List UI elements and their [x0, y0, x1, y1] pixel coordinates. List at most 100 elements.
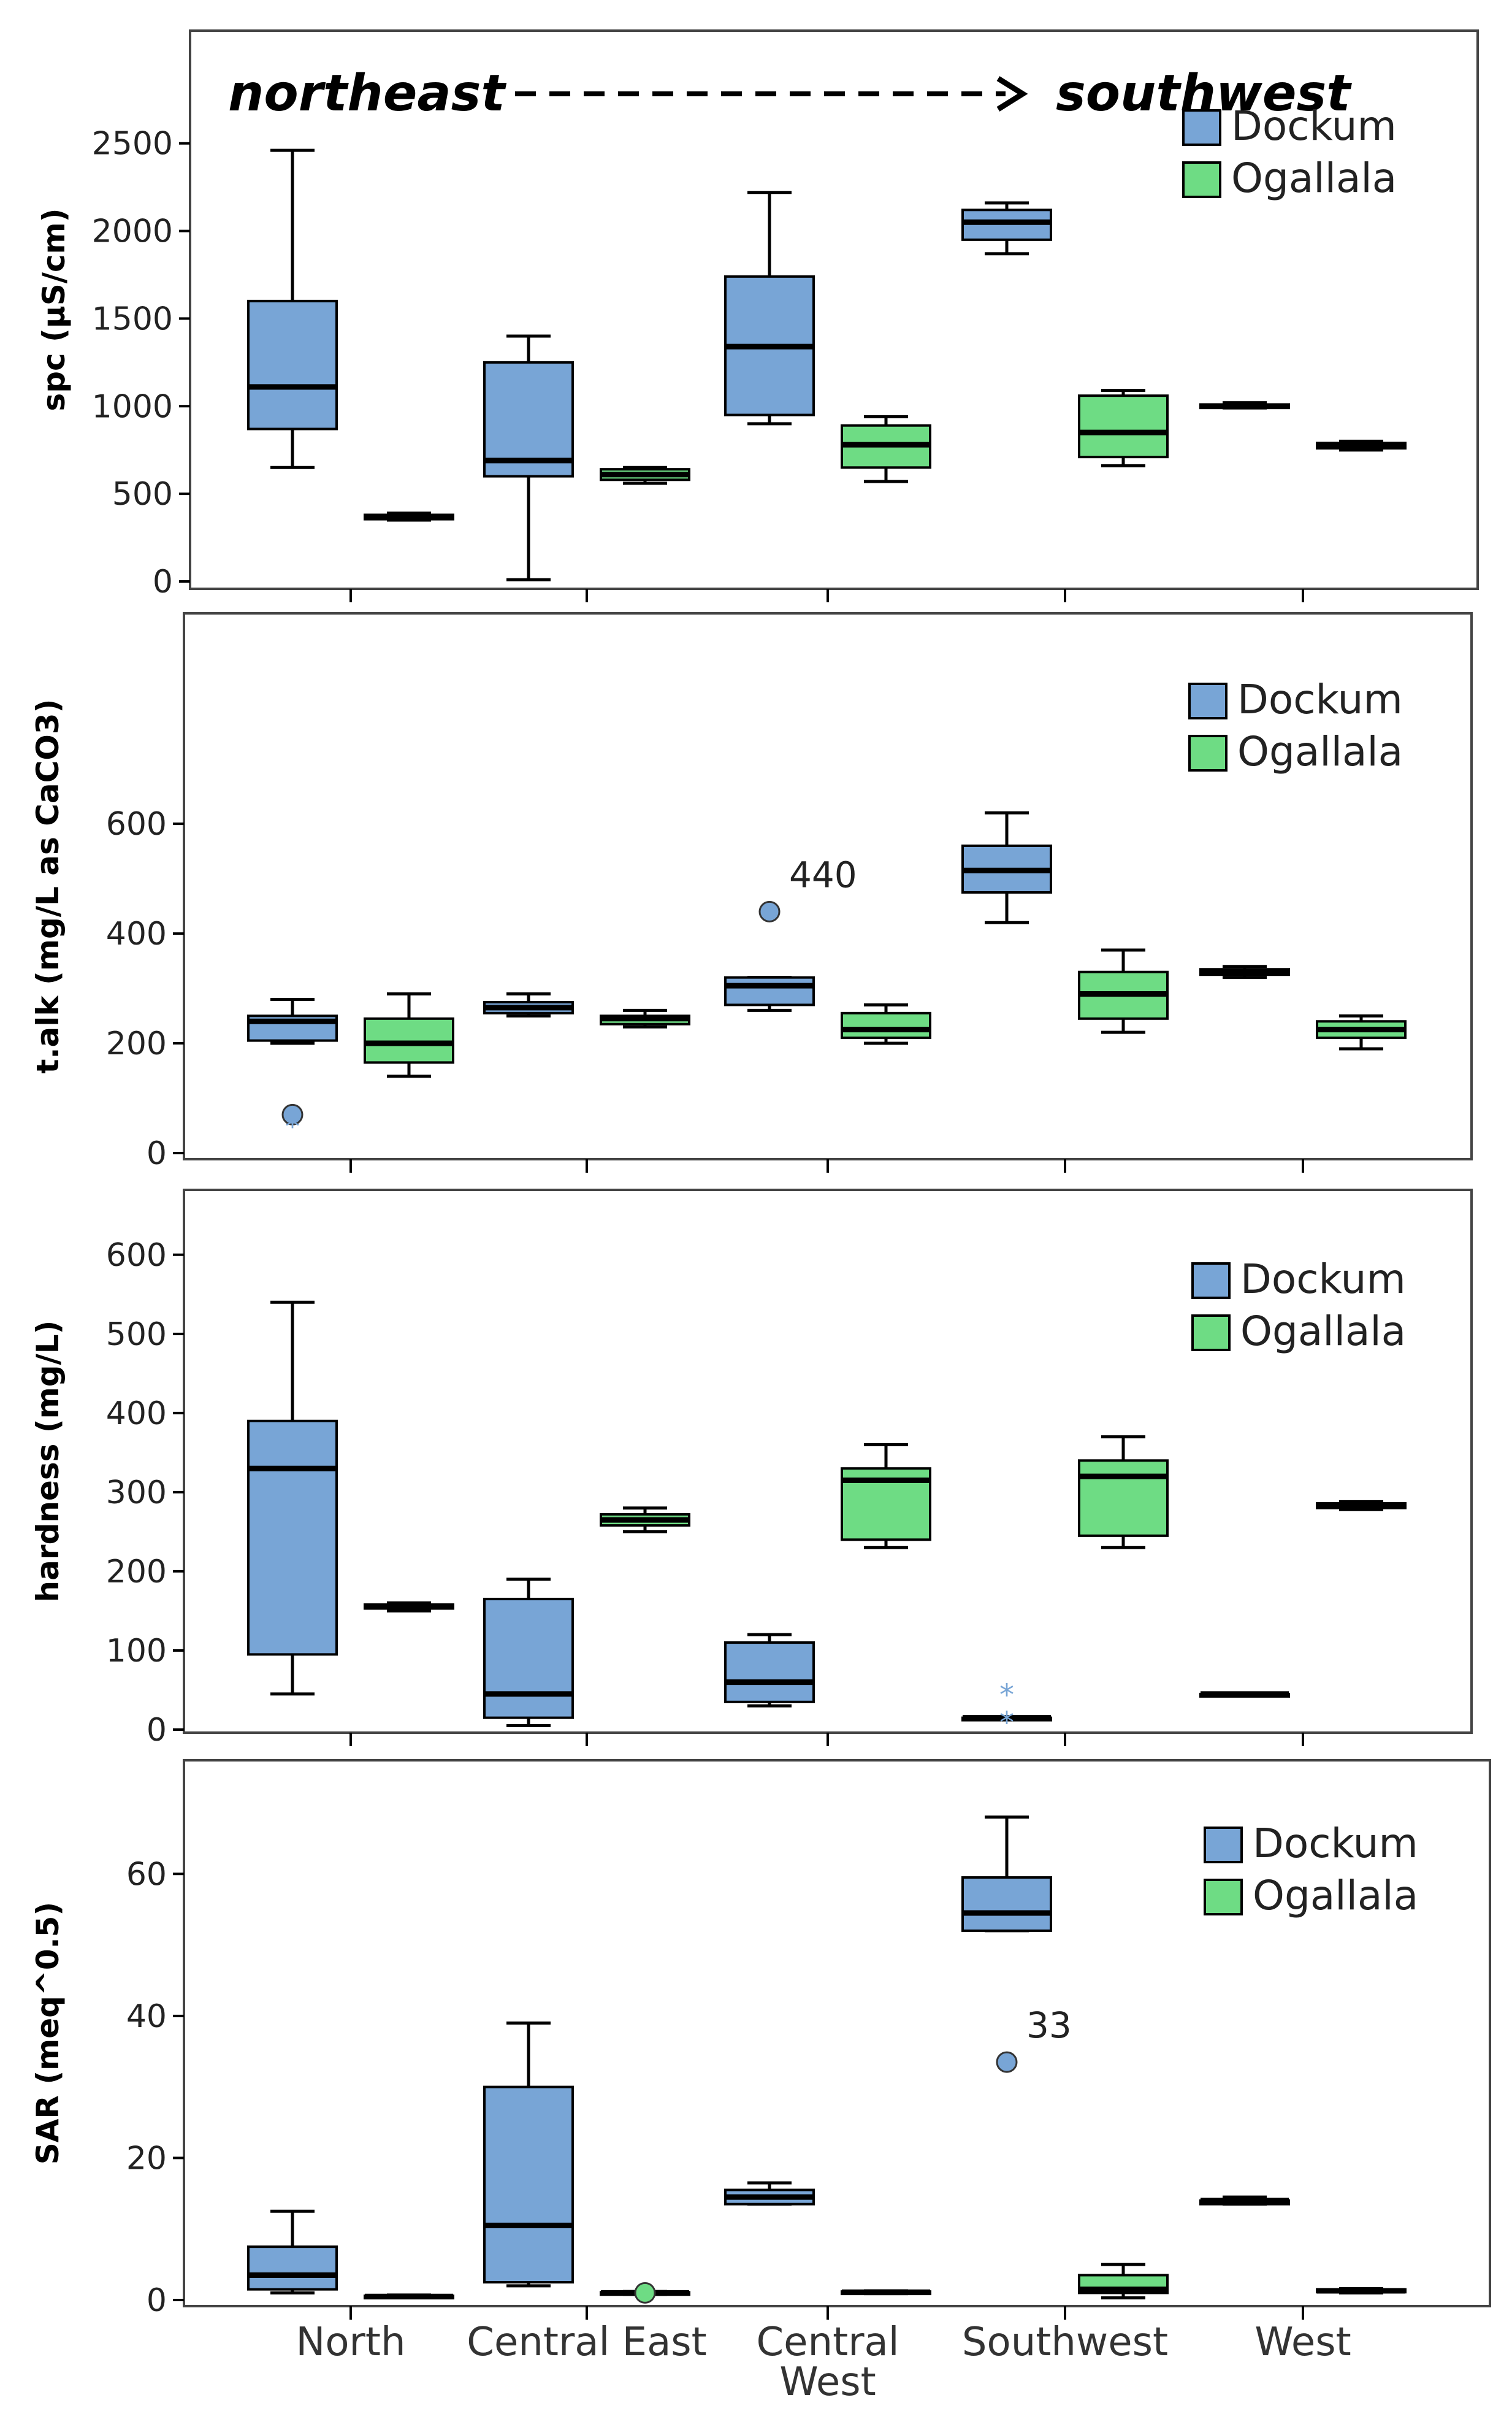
outlier-point — [996, 2051, 1018, 2073]
box-ogallala-north — [364, 992, 454, 1078]
y-tick-label: 20 — [126, 2140, 167, 2177]
iqr-box — [483, 361, 574, 478]
iqr-box — [483, 1598, 574, 1719]
box-ogallala-west — [1316, 439, 1407, 452]
legend-swatch-ogallala — [1204, 1879, 1243, 1915]
box-dockum-central-west — [724, 2181, 815, 2206]
legend-label-ogallala: Ogallala — [1253, 1872, 1418, 1919]
box-ogallala-southwest — [1078, 2263, 1169, 2300]
outlier-point — [634, 2282, 656, 2304]
outlier-star: * — [999, 1678, 1014, 1712]
legend-label-ogallala: Ogallala — [1240, 1308, 1406, 1355]
iqr-box — [247, 299, 338, 431]
y-tick-label: 40 — [126, 1998, 167, 2035]
box-dockum-central-west — [724, 1633, 815, 1708]
iqr-box — [724, 1641, 815, 1703]
y-tick-label: 500 — [112, 476, 173, 513]
legend-label-ogallala: Ogallala — [1237, 728, 1403, 775]
box-ogallala-west — [1316, 2287, 1407, 2294]
iqr-box — [841, 1011, 931, 1040]
box-ogallala-central-east — [600, 1008, 690, 1029]
box-dockum-southwest — [961, 811, 1052, 924]
legend-swatch-dockum — [1191, 1262, 1231, 1299]
box-ogallala-central-west — [841, 1003, 931, 1045]
box-ogallala-southwest — [1078, 389, 1169, 467]
box-dockum-central-east — [483, 1578, 574, 1728]
y-tick-label: 500 — [106, 1316, 167, 1353]
legend-swatch-dockum — [1188, 683, 1228, 719]
box-dockum-north — [247, 148, 338, 469]
iqr-box — [1078, 1459, 1169, 1537]
y-tick-label: 600 — [106, 1237, 167, 1274]
box-ogallala-central-west — [841, 1443, 931, 1549]
box-ogallala-north — [364, 1601, 454, 1612]
outlier-label: 33 — [1026, 2004, 1072, 2046]
iqr-box — [961, 1876, 1052, 1932]
x-category-label: Central — [756, 2320, 899, 2365]
box-dockum-west — [1199, 2195, 1290, 2206]
y-tick-label: 200 — [106, 1554, 167, 1590]
box-dockum-north — [247, 1300, 338, 1696]
legend-label-ogallala: Ogallala — [1231, 155, 1397, 202]
legend-label-dockum: Dockum — [1237, 676, 1403, 723]
y-tick-label: 100 — [106, 1633, 167, 1670]
y-tick-label: 600 — [106, 806, 167, 843]
x-category-label: Central East — [467, 2320, 706, 2365]
y-tick-label: 400 — [106, 916, 167, 953]
panel-4: 0 20 40 60 SAR (meq^0.5) 33 Dockum Ogallala — [30, 1759, 1491, 2320]
outlier-star: * — [285, 1110, 300, 1144]
x-category-label: Southwest — [962, 2320, 1168, 2365]
y-tick-label: 1000 — [92, 388, 173, 425]
x-category-label: West — [1254, 2320, 1351, 2365]
legend-swatch-ogallala — [1188, 735, 1228, 772]
box-ogallala-north — [364, 512, 454, 522]
y-tick-label: 60 — [126, 1856, 167, 1893]
direction-arrowhead — [996, 76, 1028, 112]
box-ogallala-central-east — [600, 466, 690, 485]
box-dockum-central-east — [483, 992, 574, 1018]
box-dockum-central-west — [724, 191, 815, 426]
box-dockum-southwest — [961, 1715, 1052, 1722]
legend-swatch-dockum — [1182, 109, 1221, 146]
box-ogallala-central-west — [841, 415, 931, 483]
box-dockum-central-east — [483, 334, 574, 581]
y-tick-label: 200 — [106, 1025, 167, 1062]
box-dockum-north — [247, 2209, 338, 2294]
outlier-point — [281, 1103, 304, 1125]
y-tick-label: 0 — [147, 1135, 167, 1172]
outlier-point — [758, 900, 781, 922]
plot-frame — [183, 1759, 1491, 2307]
y-tick-label: 2500 — [92, 126, 173, 163]
legend-label-dockum: Dockum — [1231, 102, 1397, 150]
box-dockum-central-east — [483, 2021, 574, 2288]
y-tick-label: 2000 — [92, 213, 173, 250]
iqr-box — [1078, 394, 1169, 459]
iqr-box — [247, 1419, 338, 1656]
y-tick-label: 300 — [106, 1474, 167, 1511]
iqr-box — [247, 2245, 338, 2291]
box-dockum-central-west — [724, 976, 815, 1012]
outlier-label: 440 — [789, 854, 857, 895]
box-dockum-west — [1199, 1691, 1290, 1698]
box-ogallala-north — [364, 2293, 454, 2300]
plot-frame — [189, 29, 1479, 590]
y-tick-label: 0 — [147, 2282, 167, 2319]
y-tick-label: 0 — [153, 564, 173, 600]
y-axis-title: spc (μS/cm) — [36, 208, 72, 411]
outlier-star: * — [999, 1706, 1014, 1740]
box-ogallala-central-west — [841, 2289, 931, 2296]
iqr-box — [724, 976, 815, 1006]
box-ogallala-central-east — [600, 1506, 690, 1533]
box-ogallala-southwest — [1078, 948, 1169, 1034]
y-axis-title: hardness (mg/L) — [30, 1321, 66, 1603]
y-tick-label: 0 — [147, 1712, 167, 1749]
legend-swatch-ogallala — [1191, 1314, 1231, 1351]
direction-left-label: northeast — [228, 64, 506, 123]
y-axis-title: SAR (meq^0.5) — [30, 1902, 66, 2165]
box-dockum-west — [1199, 401, 1290, 410]
panel-2: 0 200 400 600 t.alk (mg/L as CaCO3) * 440 Docku… — [30, 612, 1473, 1173]
box-ogallala-west — [1316, 1500, 1407, 1511]
